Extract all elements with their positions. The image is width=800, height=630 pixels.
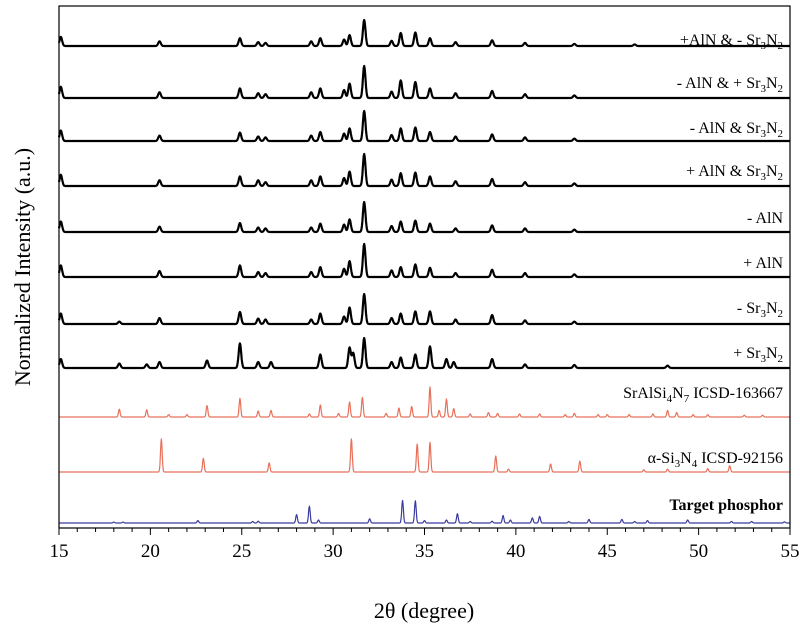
series-label: + AlN & Sr3N2: [686, 163, 783, 183]
series-label: +AlN & - Sr3N2: [680, 32, 783, 52]
series-line: [57, 18, 791, 48]
x-tick-label: 15: [50, 541, 69, 562]
x-tick-label: 35: [415, 541, 434, 562]
series-line: [57, 292, 791, 326]
x-tick-label: 40: [506, 541, 525, 562]
x-tick-label: 20: [141, 541, 160, 562]
x-tick-label: 50: [689, 541, 708, 562]
series-label: - AlN: [747, 210, 783, 227]
x-tick-label: 30: [324, 541, 343, 562]
x-axis-label: 2θ (degree): [374, 598, 474, 623]
series-line: [58, 438, 791, 473]
series-label: SrAlSi4N7 ICSD-163667: [623, 385, 783, 405]
series-line: [57, 200, 791, 234]
series-label: α-Si3N4 ICSD-92156: [648, 450, 783, 470]
x-tick-label: 45: [598, 541, 617, 562]
series-label: - AlN & + Sr3N2: [677, 75, 783, 95]
series-line: [57, 109, 791, 143]
x-tick-label: 25: [232, 541, 251, 562]
x-tick-label: 55: [781, 541, 800, 562]
plot-area: +AlN & - Sr3N2 - AlN & + Sr3N2 - AlN & Sr3…: [57, 18, 791, 524]
series-label: + Sr3N2: [733, 345, 783, 365]
y-axis-label: Normalized Intensity (a.u.): [10, 148, 35, 386]
series-line: [57, 242, 791, 279]
series-line: [57, 152, 791, 188]
series-label: - AlN & Sr3N2: [690, 120, 783, 140]
x-axis: 15 20 25 30 35 40 45 50 55: [50, 528, 800, 562]
series-line: [58, 386, 791, 418]
series-label: Target phosphor: [669, 497, 783, 514]
series-label: + AlN: [743, 255, 783, 272]
series-line: [57, 336, 791, 370]
series-line: [57, 64, 791, 100]
series-label: - Sr3N2: [737, 300, 783, 320]
series-line: [58, 499, 791, 524]
